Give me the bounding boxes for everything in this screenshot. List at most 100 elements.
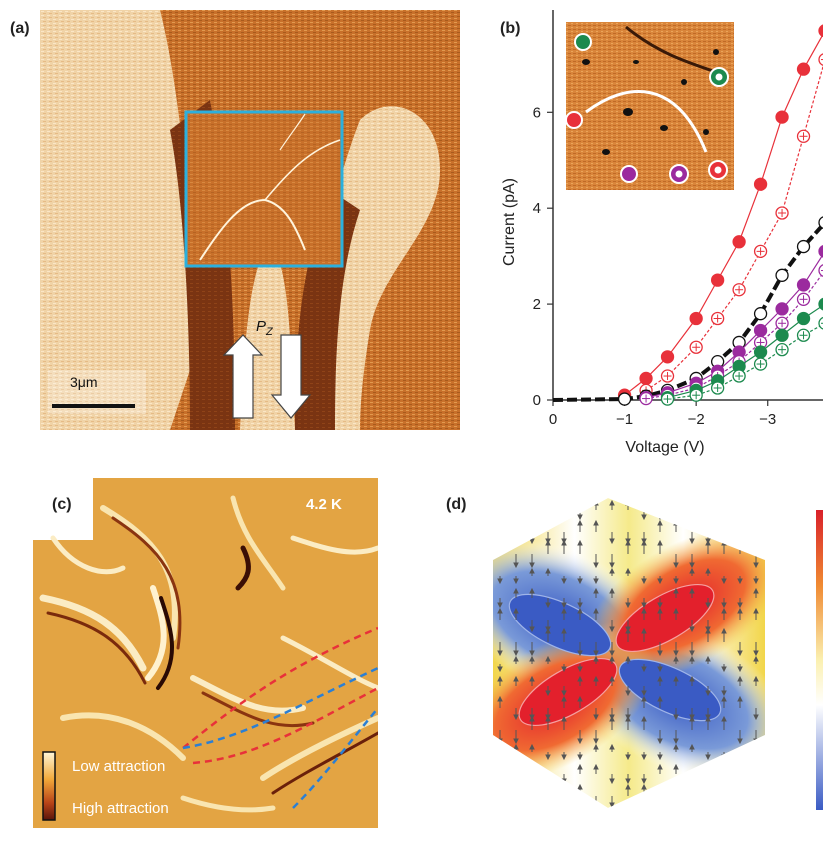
y-tick-label: 2: [533, 296, 541, 313]
data-point: [818, 297, 823, 311]
vector-arrowhead: [641, 690, 647, 697]
vector-arrowhead: [561, 578, 567, 585]
vector-arrowhead: [673, 763, 679, 770]
vector-arrowhead: [609, 715, 615, 722]
data-point: [710, 273, 725, 287]
vector-arrowhead: [577, 607, 583, 614]
vector-arrowhead: [529, 655, 535, 662]
vector-arrowhead: [625, 567, 631, 574]
chart-axes: 0 −1 −2 −3 0 2 4 6: [533, 10, 823, 428]
vector-arrowhead: [721, 690, 727, 697]
vector-arrowhead: [753, 714, 759, 721]
vector-arrowhead: [721, 695, 727, 702]
vector-arrowhead: [497, 666, 503, 673]
data-point: [796, 278, 811, 292]
series-red-open: [639, 53, 823, 398]
vector-arrowhead: [609, 567, 615, 574]
vector-arrowhead: [641, 607, 647, 614]
vector-arrowhead: [609, 538, 615, 545]
data-point: [753, 323, 768, 338]
vector-arrowhead: [497, 650, 503, 657]
vector-arrowhead: [593, 763, 599, 770]
vector-arrowhead: [497, 578, 503, 585]
vector-arrowhead: [593, 714, 599, 721]
vector-arrowhead: [593, 499, 599, 506]
vector-arrowhead: [529, 743, 535, 750]
vector-arrowhead: [545, 778, 551, 785]
vector-arrowhead: [593, 802, 599, 808]
vector-arrowhead: [625, 783, 631, 790]
data-point: [796, 311, 811, 326]
vector-arrowhead: [737, 738, 743, 745]
vector-arrowhead: [545, 715, 551, 722]
vector-arrowhead: [577, 783, 583, 790]
vector-arrowhead: [641, 715, 647, 722]
polarization-label: PZ: [256, 318, 273, 338]
x-tick-label: 0: [549, 411, 557, 428]
vector-arrowhead: [657, 763, 663, 770]
vector-arrowhead: [625, 715, 631, 722]
vector-arrowhead: [609, 778, 615, 785]
vector-arrowhead: [577, 754, 583, 761]
vector-arrowhead: [705, 499, 711, 506]
panel-b-inset: [565, 22, 734, 190]
vector-arrowhead: [657, 754, 663, 761]
vector-arrowhead: [673, 519, 679, 526]
vector-arrowhead: [513, 738, 519, 745]
vector-arrowhead: [577, 666, 583, 673]
vector-arrowhead: [721, 754, 727, 761]
vector-arrowhead: [689, 499, 695, 506]
vector-arrowhead: [689, 567, 695, 574]
vector-arrowhead: [737, 675, 743, 682]
vector-arrowhead: [497, 519, 503, 526]
chart-series: [552, 24, 823, 406]
vector-arrowhead: [497, 763, 503, 770]
vector-arrowhead: [625, 778, 631, 785]
vector-arrowhead: [593, 675, 599, 682]
vector-arrowhead: [673, 578, 679, 585]
vector-arrowhead: [689, 778, 695, 785]
arrow-down-icon: [270, 334, 312, 419]
data-point: [753, 307, 768, 321]
vector-arrowhead: [673, 743, 679, 750]
vector-arrowhead: [689, 650, 695, 657]
vector-arrowhead: [577, 602, 583, 609]
x-tick-label: −2: [688, 411, 705, 428]
x-axis-label: Voltage (V): [625, 439, 704, 456]
vector-arrowhead: [673, 675, 679, 682]
vector-arrowhead: [753, 587, 759, 594]
vector-arrowhead: [513, 743, 519, 750]
vector-arrowhead: [705, 655, 711, 662]
data-point: [617, 392, 632, 406]
vector-arrowhead: [737, 519, 743, 526]
vector-arrowhead: [721, 539, 727, 546]
vector-arrowhead: [577, 539, 583, 546]
vector-arrowhead: [705, 539, 711, 546]
vector-arrowhead: [513, 607, 519, 614]
vector-arrowhead: [689, 743, 695, 750]
vector-arrowhead: [689, 626, 695, 633]
vector-arrowhead: [737, 607, 743, 614]
vector-arrowhead: [561, 690, 567, 697]
vector-arrowhead: [609, 675, 615, 682]
vector-arrowhead: [689, 562, 695, 569]
vector-arrowhead: [657, 650, 663, 657]
y-axis-label: Current (pA): [501, 178, 518, 266]
vector-arrowhead: [529, 626, 535, 633]
vector-arrowhead: [673, 738, 679, 745]
vector-arrowhead: [529, 778, 535, 785]
vector-arrowhead: [529, 802, 535, 808]
polarization-symbol: P: [256, 318, 267, 335]
x-tick-label: −3: [759, 411, 776, 428]
panel-a-label: (a): [10, 20, 30, 37]
vector-arrowhead: [497, 695, 503, 702]
vector-arrowhead: [513, 650, 519, 657]
vector-arrowhead: [529, 715, 535, 722]
data-point: [689, 311, 703, 326]
vector-arrowhead: [529, 538, 535, 545]
vector-arrowhead: [721, 514, 727, 521]
vector-arrowhead: [577, 675, 583, 682]
vector-arrowhead: [593, 519, 599, 526]
data-point: [818, 245, 823, 258]
vector-arrowhead: [609, 655, 615, 662]
